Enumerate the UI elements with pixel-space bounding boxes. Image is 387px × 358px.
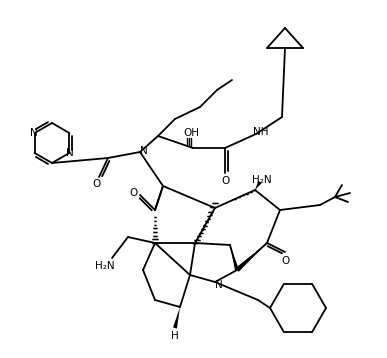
Text: NH: NH bbox=[253, 127, 269, 137]
Polygon shape bbox=[230, 245, 239, 271]
Polygon shape bbox=[255, 181, 262, 190]
Text: N: N bbox=[140, 146, 148, 156]
Polygon shape bbox=[173, 307, 180, 328]
Text: H: H bbox=[171, 331, 179, 341]
Text: O: O bbox=[129, 188, 137, 198]
Text: O: O bbox=[281, 256, 289, 266]
Text: OH: OH bbox=[183, 128, 199, 138]
Text: H₂N: H₂N bbox=[252, 175, 272, 185]
Text: N: N bbox=[67, 148, 74, 158]
Polygon shape bbox=[235, 243, 267, 272]
Text: H₂N: H₂N bbox=[95, 261, 115, 271]
Text: O: O bbox=[221, 176, 229, 186]
Text: O: O bbox=[92, 179, 100, 189]
Text: N: N bbox=[215, 280, 223, 290]
Text: N: N bbox=[30, 128, 38, 138]
